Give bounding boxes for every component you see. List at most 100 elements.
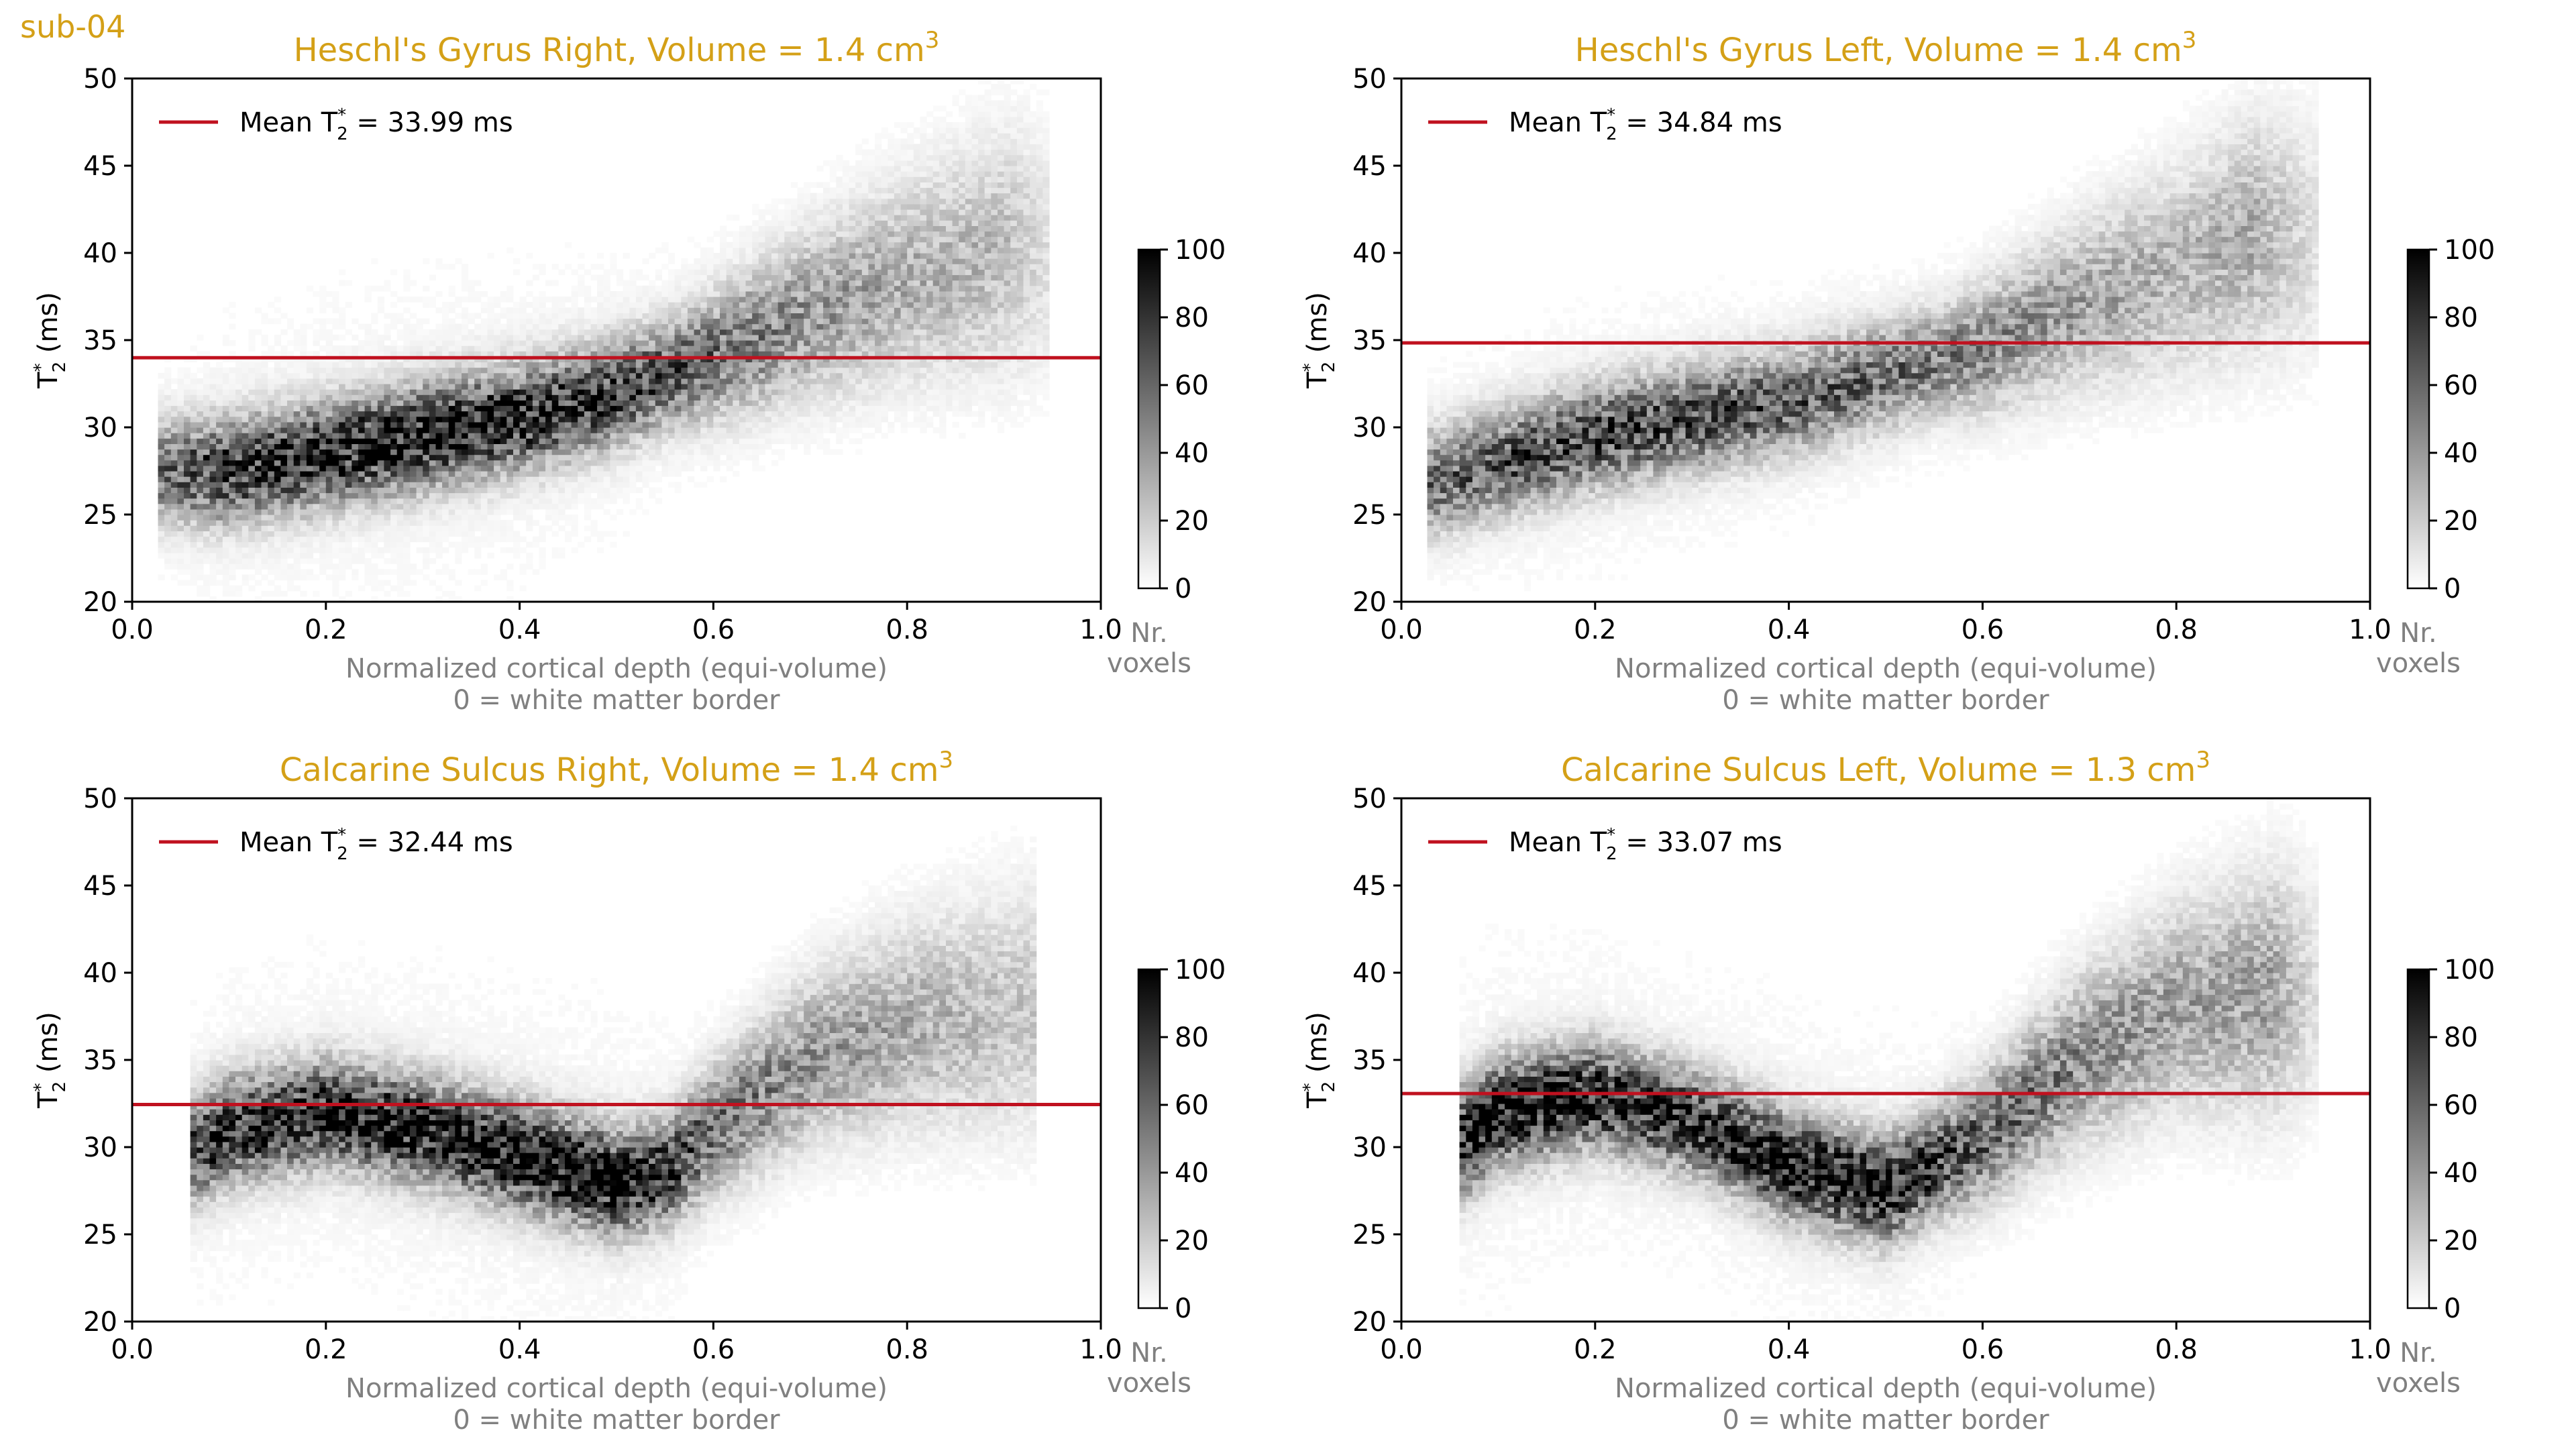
x-tick-label: 0.2 bbox=[1574, 614, 1617, 645]
legend-label: Mean T* 2 = 32.44 ms bbox=[239, 825, 513, 864]
y-tick-label: 30 bbox=[1352, 413, 1387, 443]
colorbar bbox=[2406, 968, 2430, 1309]
y-tick-label: 40 bbox=[1352, 958, 1387, 989]
legend-label: Mean T* 2 = 33.99 ms bbox=[239, 105, 513, 144]
colorbar-tick-label: 0 bbox=[2444, 1293, 2461, 1324]
y-tick-label: 25 bbox=[1352, 1220, 1387, 1250]
y-tick-label: 20 bbox=[83, 1307, 117, 1338]
heatmap-cells bbox=[190, 825, 1037, 1322]
x-axis-label: Normalized cortical depth (equi-volume) bbox=[345, 653, 888, 684]
x-tick-label: 0.6 bbox=[1962, 1334, 2004, 1365]
y-tick-label: 45 bbox=[83, 151, 117, 182]
panel-3: 0.0 0.2 0.4 0.6 0.8 1.0 20 25 30 35 40 45 50 Calcarin… bbox=[31, 747, 1226, 1436]
chart-title: Heschl's Gyrus Right, Volume = 1.4 cm3 bbox=[294, 27, 940, 69]
x-tick-label: 1.0 bbox=[2349, 614, 2392, 645]
colorbar-label-units: voxels bbox=[1107, 1368, 1191, 1399]
y-tick-label: 20 bbox=[1352, 587, 1387, 618]
colorbar-tick-label: 60 bbox=[2444, 370, 2478, 401]
heatmap-cells bbox=[1427, 78, 2319, 592]
panel-2: 0.0 0.2 0.4 0.6 0.8 1.0 20 25 30 35 40 45 50 Heschl's… bbox=[1300, 27, 2495, 716]
colorbar-tick-label: 20 bbox=[1175, 1226, 1209, 1256]
colorbar-tick-label: 20 bbox=[2444, 506, 2478, 537]
y-tick-label: 30 bbox=[1352, 1132, 1387, 1163]
y-tick-label: 30 bbox=[83, 1132, 117, 1163]
colorbar-tick-label: 40 bbox=[1175, 1158, 1209, 1189]
colorbar-label-units: voxels bbox=[2376, 648, 2461, 679]
colorbar bbox=[1137, 968, 1161, 1309]
heatmap-cells bbox=[158, 78, 1050, 602]
y-axis-label: T*2 (ms) bbox=[1300, 1012, 1339, 1109]
colorbar-label: Nr. bbox=[2400, 618, 2436, 649]
x-tick-label: 1.0 bbox=[1079, 1334, 1122, 1365]
colorbar-label-units: voxels bbox=[1107, 648, 1191, 679]
x-tick-label: 0.4 bbox=[1768, 1334, 1811, 1365]
colorbar-tick-label: 60 bbox=[1175, 1090, 1209, 1121]
colorbar-tick-label: 0 bbox=[1175, 1293, 1191, 1324]
colorbar-tick-label: 80 bbox=[1175, 1022, 1209, 1053]
colorbar-tick-label: 60 bbox=[2444, 1090, 2478, 1121]
x-tick-label: 0.8 bbox=[885, 614, 928, 645]
x-tick-label: 0.6 bbox=[692, 614, 735, 645]
x-tick-label: 0.8 bbox=[2155, 614, 2198, 645]
x-tick-label: 0.2 bbox=[305, 614, 347, 645]
colorbar-tick-label: 100 bbox=[1175, 955, 1226, 985]
x-tick-label: 1.0 bbox=[2349, 1334, 2392, 1365]
x-axis-label: Normalized cortical depth (equi-volume) bbox=[345, 1373, 888, 1404]
colorbar-label: Nr. bbox=[1130, 1338, 1167, 1368]
colorbar bbox=[1137, 248, 1161, 590]
x-tick-label: 0.2 bbox=[1574, 1334, 1617, 1365]
x-axis-sublabel: 0 = white matter border bbox=[1722, 1405, 2049, 1436]
y-tick-label: 30 bbox=[83, 413, 117, 443]
y-tick-label: 25 bbox=[83, 1220, 117, 1250]
y-tick-label: 50 bbox=[83, 64, 117, 95]
chart-title: Heschl's Gyrus Left, Volume = 1.4 cm3 bbox=[1575, 27, 2197, 69]
colorbar-tick-label: 40 bbox=[1175, 438, 1209, 469]
x-tick-label: 0.0 bbox=[1380, 614, 1423, 645]
y-tick-label: 45 bbox=[83, 871, 117, 902]
colorbar-label: Nr. bbox=[2400, 1338, 2436, 1368]
x-axis-label: Normalized cortical depth (equi-volume) bbox=[1615, 1373, 2157, 1404]
x-tick-label: 0.0 bbox=[111, 1334, 154, 1365]
x-axis-sublabel: 0 = white matter border bbox=[1722, 685, 2049, 716]
x-axis-label: Normalized cortical depth (equi-volume) bbox=[1615, 653, 2157, 684]
colorbar-label-units: voxels bbox=[2376, 1368, 2461, 1399]
x-tick-label: 0.6 bbox=[692, 1334, 735, 1365]
y-tick-label: 25 bbox=[83, 500, 117, 531]
colorbar-label: Nr. bbox=[1130, 618, 1167, 649]
colorbar-tick-label: 100 bbox=[2444, 235, 2495, 266]
colorbar-tick-label: 0 bbox=[1175, 574, 1191, 604]
panels: 0.0 0.2 0.4 0.6 0.8 1.0 20 25 30 35 40 45 50 Heschl's… bbox=[31, 27, 2495, 1436]
colorbar-tick-label: 20 bbox=[2444, 1226, 2478, 1256]
colorbar-tick-label: 80 bbox=[2444, 303, 2478, 333]
panel-4: 0.0 0.2 0.4 0.6 0.8 1.0 20 25 30 35 40 45 50 Calcarin… bbox=[1300, 747, 2495, 1436]
colorbar-tick-label: 20 bbox=[1175, 506, 1209, 537]
y-axis-label: T*2 (ms) bbox=[31, 292, 70, 389]
x-tick-label: 0.8 bbox=[2155, 1334, 2198, 1365]
x-tick-label: 0.0 bbox=[1380, 1334, 1423, 1365]
colorbar-tick-label: 100 bbox=[1175, 235, 1226, 266]
legend-label: Mean T* 2 = 34.84 ms bbox=[1509, 105, 1782, 144]
y-axis-label: T*2 (ms) bbox=[1300, 292, 1339, 389]
y-tick-label: 40 bbox=[83, 958, 117, 989]
x-tick-label: 0.6 bbox=[1962, 614, 2004, 645]
y-tick-label: 45 bbox=[1352, 871, 1387, 902]
figure-label: sub-04 bbox=[20, 9, 125, 45]
y-tick-label: 35 bbox=[83, 1045, 117, 1076]
x-tick-label: 0.8 bbox=[885, 1334, 928, 1365]
x-tick-label: 0.2 bbox=[305, 1334, 347, 1365]
legend-label: Mean T* 2 = 33.07 ms bbox=[1509, 825, 1782, 864]
colorbar bbox=[2406, 248, 2430, 590]
colorbar-tick-label: 0 bbox=[2444, 574, 2461, 604]
x-axis-sublabel: 0 = white matter border bbox=[453, 1405, 780, 1436]
y-tick-label: 50 bbox=[83, 784, 117, 814]
y-tick-label: 40 bbox=[83, 238, 117, 269]
y-tick-label: 20 bbox=[83, 587, 117, 618]
y-tick-label: 25 bbox=[1352, 500, 1387, 531]
x-axis-sublabel: 0 = white matter border bbox=[453, 685, 780, 716]
x-tick-label: 0.4 bbox=[1768, 614, 1811, 645]
y-tick-label: 40 bbox=[1352, 238, 1387, 269]
colorbar-tick-label: 40 bbox=[2444, 438, 2478, 469]
chart-title: Calcarine Sulcus Right, Volume = 1.4 cm3 bbox=[280, 747, 953, 789]
